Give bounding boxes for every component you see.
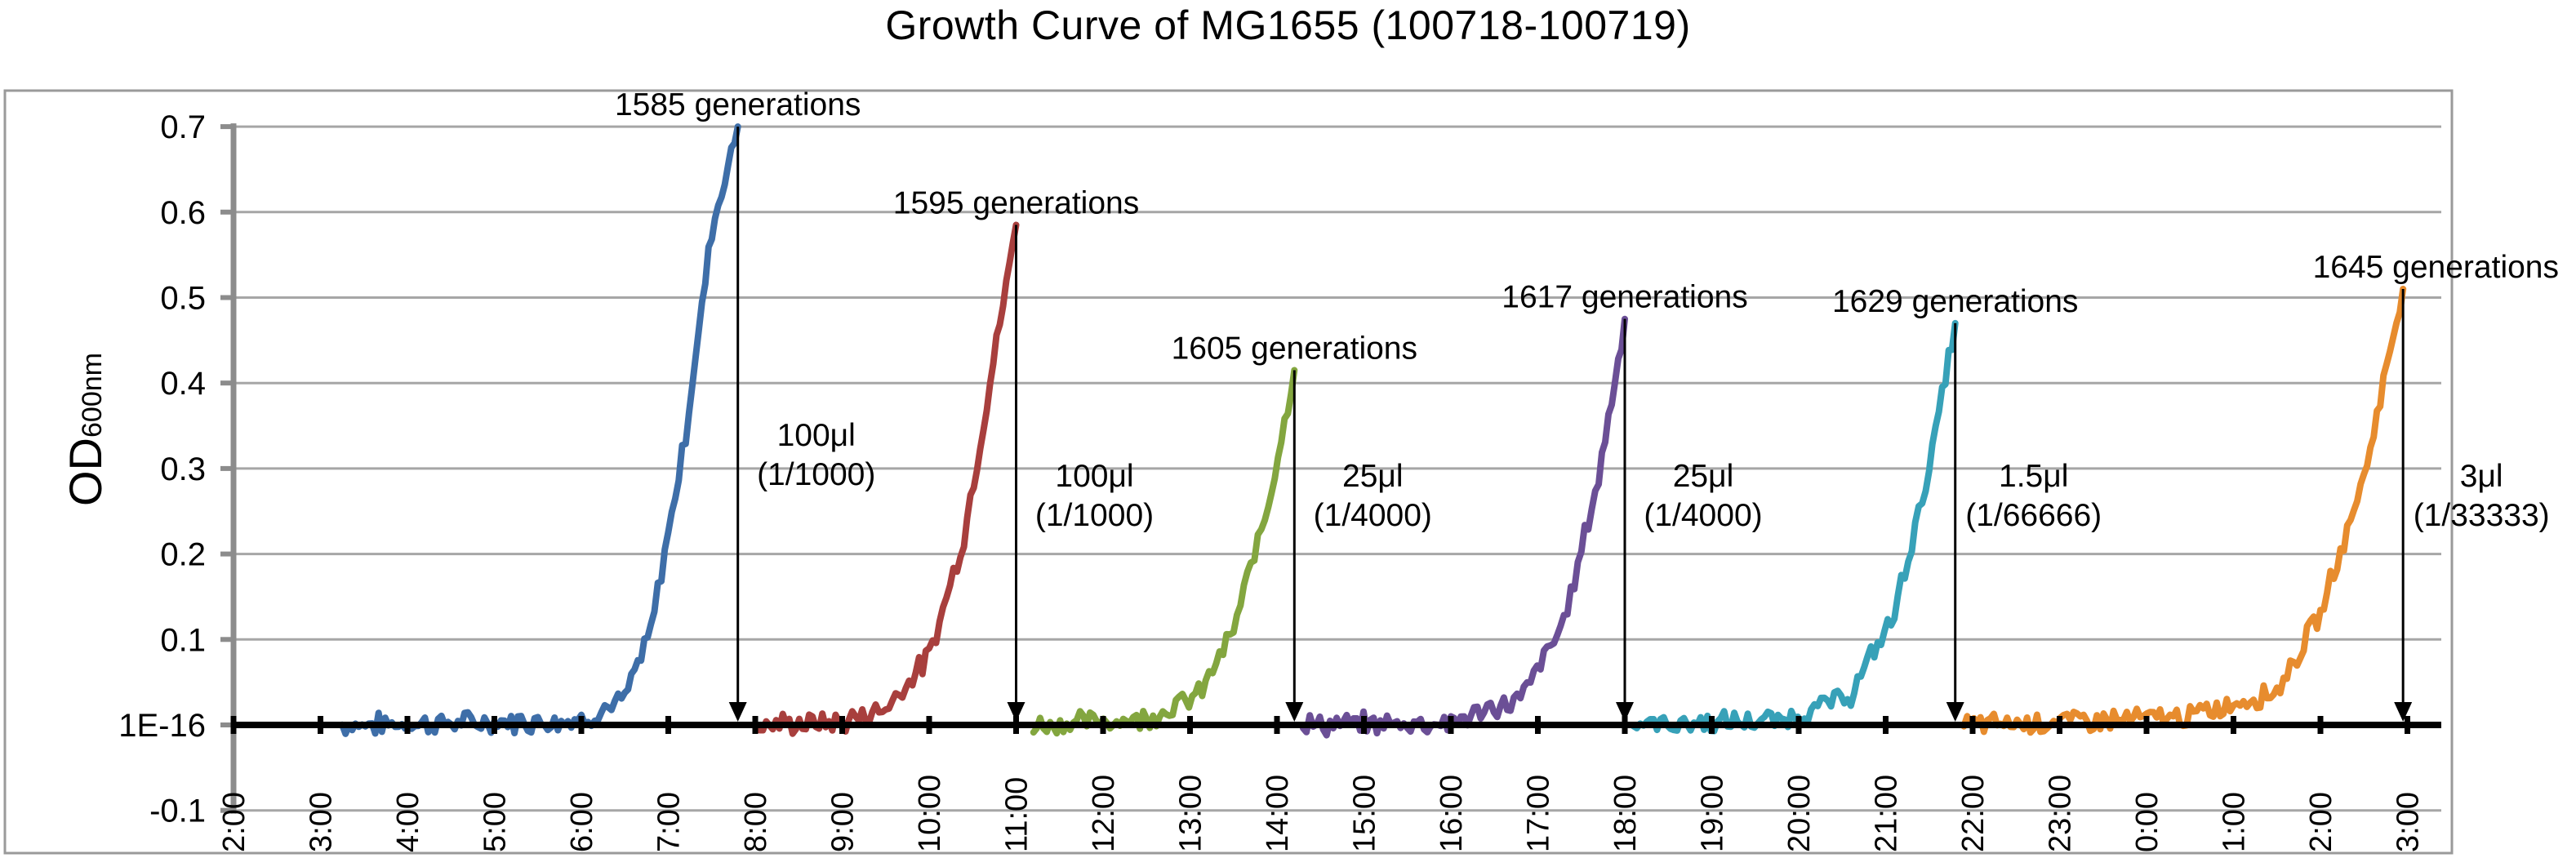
plot-frame bbox=[3, 89, 2454, 855]
x-tick-label: 0:00 bbox=[2130, 792, 2164, 852]
annotations: 1585 generations 100μl (1/1000) 1595 genera… bbox=[615, 87, 2559, 722]
y-tick-label: 0.7 bbox=[160, 109, 206, 145]
dilution-ratio: (1/33333) bbox=[2414, 498, 2550, 533]
x-tick-label: 16:00 bbox=[1435, 775, 1469, 852]
y-axis-label-sub: 600nm bbox=[77, 353, 108, 438]
y-tick-labels: -0.1 1E-16 0.1 0.2 0.3 0.4 0.5 0.6 0.7 bbox=[118, 109, 206, 829]
series-lines bbox=[339, 123, 2407, 739]
chart-title: Growth Curve of MG1655 (100718-100719) bbox=[885, 2, 1691, 48]
x-tick-label: 3:00 bbox=[305, 792, 339, 852]
x-tick-label: 2:00 bbox=[2304, 792, 2338, 852]
x-tick-label: 21:00 bbox=[1870, 775, 1904, 852]
generation-label: 1645 generations bbox=[2313, 250, 2559, 285]
y-tick-label: 0.6 bbox=[160, 195, 206, 231]
arrow-head bbox=[1285, 702, 1304, 722]
y-tick-label: 0.5 bbox=[160, 281, 206, 317]
gridlines bbox=[234, 125, 2441, 812]
generation-label: 1595 generations bbox=[893, 186, 1139, 221]
dilution-volume: 100μl bbox=[1055, 459, 1133, 494]
x-tick-labels: 2:00 3:00 4:00 5:00 6:00 7:00 8:00 9:00 10:00 11:… bbox=[217, 775, 2426, 852]
x-tick-label: 17:00 bbox=[1522, 775, 1556, 852]
x-tick-label: 11:00 bbox=[1000, 777, 1034, 852]
x-tick-label: 4:00 bbox=[391, 792, 425, 852]
x-tick-label: 19:00 bbox=[1696, 775, 1730, 852]
y-tick-label: 0.2 bbox=[160, 537, 206, 573]
x-tick-label: 3:00 bbox=[2391, 792, 2426, 852]
generation-label: 1617 generations bbox=[1502, 280, 1747, 315]
x-tick-label: 7:00 bbox=[652, 792, 687, 852]
dilution-volume: 25μl bbox=[1673, 459, 1734, 494]
y-tick-label: 0.3 bbox=[160, 451, 206, 487]
dilution-ratio: (1/1000) bbox=[757, 457, 875, 492]
x-tick-label: 12:00 bbox=[1087, 775, 1121, 852]
dilution-volume: 100μl bbox=[777, 418, 856, 453]
dilution-ratio: (1/4000) bbox=[1314, 498, 1432, 533]
y-tick-label: 1E-16 bbox=[118, 708, 206, 744]
generation-label: 1629 generations bbox=[1832, 284, 2078, 319]
y-tick-label: 0.1 bbox=[160, 622, 206, 658]
y-axis bbox=[220, 123, 237, 814]
x-tick-label: 9:00 bbox=[826, 792, 861, 852]
dilution-ratio: (1/4000) bbox=[1644, 498, 1762, 533]
x-tick-label: 6:00 bbox=[565, 792, 599, 852]
dilution-volume: 3μl bbox=[2460, 459, 2503, 494]
arrow-head bbox=[1616, 702, 1634, 722]
x-tick-label: 14:00 bbox=[1261, 775, 1295, 852]
generation-label: 1605 generations bbox=[1172, 331, 1417, 366]
arrow-head bbox=[728, 702, 747, 722]
x-tick-label: 5:00 bbox=[478, 792, 513, 852]
y-axis-label-main: OD bbox=[60, 438, 111, 506]
x-tick-label: 18:00 bbox=[1608, 775, 1643, 852]
y-tick-label: 0.4 bbox=[160, 366, 206, 402]
x-tick-label: 22:00 bbox=[1956, 775, 1991, 852]
x-axis bbox=[230, 716, 2441, 734]
arrow-head bbox=[2394, 702, 2413, 722]
series-line-1 bbox=[339, 123, 741, 737]
generation-label: 1585 generations bbox=[615, 87, 861, 122]
x-tick-label: 2:00 bbox=[217, 792, 251, 852]
arrow-head bbox=[1007, 702, 1026, 722]
y-tick-label: -0.1 bbox=[149, 794, 206, 829]
dilution-ratio: (1/66666) bbox=[1965, 498, 2102, 533]
arrow-head bbox=[1946, 702, 1964, 722]
x-tick-label: 10:00 bbox=[913, 775, 947, 852]
x-tick-label: 13:00 bbox=[1174, 775, 1208, 852]
x-tick-label: 20:00 bbox=[1782, 775, 1817, 852]
x-tick-label: 23:00 bbox=[2044, 775, 2078, 852]
x-tick-label: 8:00 bbox=[739, 792, 773, 852]
x-tick-label: 15:00 bbox=[1348, 775, 1382, 852]
y-axis-label: OD600nm bbox=[60, 353, 111, 506]
dilution-volume: 1.5μl bbox=[1999, 459, 2068, 494]
dilution-volume: 25μl bbox=[1342, 459, 1404, 494]
series-line-3 bbox=[1030, 367, 1298, 737]
series-line-4 bbox=[1300, 315, 1628, 739]
x-tick-label: 1:00 bbox=[2218, 792, 2252, 852]
dilution-ratio: (1/1000) bbox=[1035, 498, 1154, 533]
